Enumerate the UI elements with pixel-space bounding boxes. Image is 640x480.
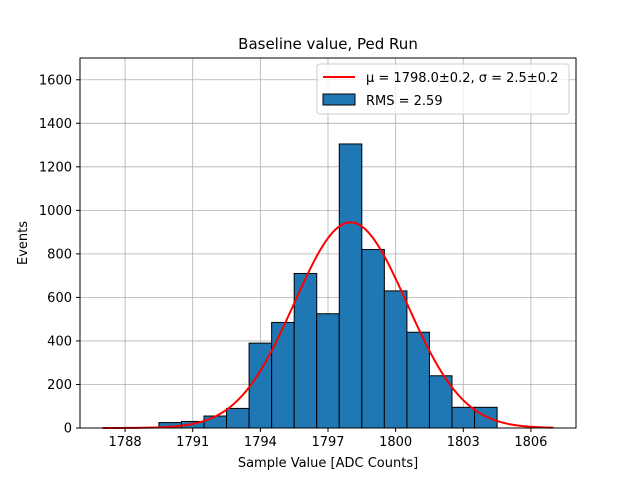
x-tick-label: 1788 — [109, 435, 142, 450]
y-axis-label: Events — [16, 221, 31, 265]
chart-title: Baseline value, Ped Run — [238, 35, 418, 53]
histogram-bar — [226, 407, 250, 429]
legend-histogram-label: RMS = 2.59 — [366, 94, 443, 109]
histogram-bar — [451, 406, 476, 429]
histogram-bar — [383, 290, 408, 429]
x-tick-label: 1794 — [244, 435, 277, 450]
x-tick-label: 1797 — [311, 435, 344, 450]
legend-box — [316, 63, 570, 115]
y-tick-label: 0 — [64, 422, 72, 437]
histogram-bar — [474, 406, 498, 429]
x-tick-label: 1791 — [176, 435, 209, 450]
histogram-bar — [361, 249, 385, 429]
y-tick-label: 800 — [47, 247, 72, 262]
histogram-bar — [271, 321, 295, 429]
legend: μ = 1798.0±0.2, σ = 2.5±0.2 RMS = 2.59 — [316, 63, 570, 115]
y-tick-label: 1400 — [39, 117, 72, 132]
legend-fit-label: μ = 1798.0±0.2, σ = 2.5±0.2 — [366, 71, 558, 86]
histogram-bar — [203, 415, 228, 429]
y-tick-label: 1200 — [39, 160, 72, 175]
x-tick-label: 1806 — [514, 435, 547, 450]
x-tick-label: 1803 — [447, 435, 480, 450]
x-tick-label: 1800 — [379, 435, 412, 450]
histogram-bar — [338, 143, 363, 429]
gaussian-fit-curve — [102, 221, 554, 429]
x-axis-ticks: 1788 1791 1794 1797 1800 1803 1806 — [109, 428, 547, 450]
y-tick-label: 400 — [47, 334, 72, 349]
x-axis-label: Sample Value [ADC Counts] — [238, 456, 418, 471]
y-tick-label: 600 — [47, 291, 72, 306]
y-tick-label: 1600 — [39, 73, 72, 88]
legend-histogram-swatch — [322, 93, 356, 106]
grid-lines — [80, 58, 576, 429]
y-axis-ticks: 0 200 400 600 800 1000 1200 1400 1600 — [39, 73, 80, 437]
histogram-bar — [406, 331, 430, 429]
histogram-bar — [316, 313, 340, 429]
y-tick-label: 1000 — [39, 204, 72, 219]
y-tick-label: 200 — [47, 378, 72, 393]
